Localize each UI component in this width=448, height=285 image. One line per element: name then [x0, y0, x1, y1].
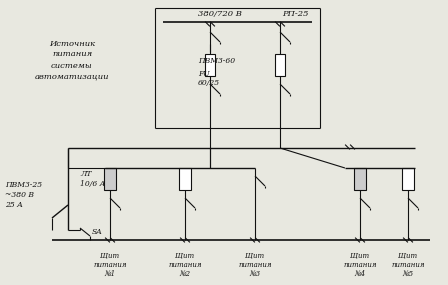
Bar: [179, 168, 191, 190]
Text: ПВМЗ-60: ПВМЗ-60: [198, 57, 235, 65]
Text: SA: SA: [92, 228, 103, 236]
Bar: [354, 168, 366, 190]
Bar: [104, 168, 116, 190]
Text: Щит
питания
№1: Щит питания №1: [93, 252, 127, 278]
Text: Щит
питания
№3: Щит питания №3: [238, 252, 272, 278]
Bar: [402, 168, 414, 190]
Text: 380/720 В: 380/720 В: [198, 10, 242, 18]
Text: Щит
питания
№5: Щит питания №5: [391, 252, 425, 278]
Text: ЛТ
10/6 А: ЛТ 10/6 А: [80, 170, 105, 188]
Bar: [275, 54, 285, 76]
Bar: [205, 54, 215, 76]
Text: РП-25: РП-25: [282, 10, 308, 18]
Text: Щит
питания
№4: Щит питания №4: [343, 252, 377, 278]
Text: ПВМЗ-25
~380 В
25 А: ПВМЗ-25 ~380 В 25 А: [5, 181, 42, 209]
Text: Источник
питания
системы
автоматизации: Источник питания системы автоматизации: [35, 40, 109, 80]
Text: Щит
питания
№2: Щит питания №2: [168, 252, 202, 278]
Text: FU
60/25: FU 60/25: [198, 70, 220, 87]
